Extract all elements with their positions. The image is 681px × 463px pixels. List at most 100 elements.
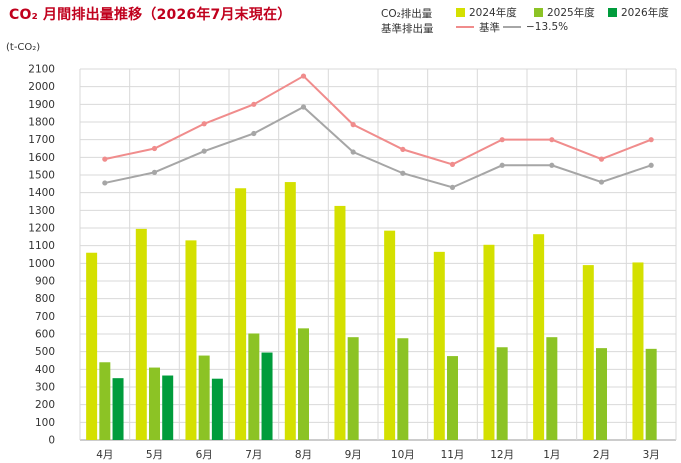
bar-2024年度-2月 bbox=[582, 265, 594, 440]
y-tick-label: 700 bbox=[35, 311, 55, 323]
x-tick-label: 1月 bbox=[543, 449, 560, 461]
legend-label-2025: 2025年度 bbox=[547, 6, 595, 19]
point-−13.5%-2月 bbox=[598, 179, 605, 185]
x-tick-label: 8月 bbox=[295, 449, 312, 461]
bar-2025年度-8月 bbox=[298, 328, 309, 440]
bar-2024年度-12月 bbox=[483, 244, 495, 440]
legend-item-2025: 2025年度 bbox=[534, 5, 595, 19]
y-tick-label: 300 bbox=[35, 382, 55, 394]
x-tick-label: 3月 bbox=[643, 449, 660, 461]
point-−13.5%-10月 bbox=[400, 170, 406, 176]
bar-2025年度-1月 bbox=[546, 337, 558, 440]
x-tick-label: 6月 bbox=[196, 449, 213, 461]
point-基準-1月 bbox=[549, 137, 555, 143]
bar-2024年度-5月 bbox=[135, 228, 147, 440]
bar-2024年度-10月 bbox=[384, 230, 396, 440]
point-−13.5%-12月 bbox=[499, 162, 505, 168]
y-tick-label: 2100 bbox=[28, 64, 55, 76]
point-−13.5%-7月 bbox=[251, 130, 257, 137]
y-tick-label: 1400 bbox=[28, 187, 55, 199]
bar-2024年度-4月 bbox=[86, 252, 98, 440]
legend-label-baseline: 基準 bbox=[479, 21, 500, 34]
legend-label-2024: 2024年度 bbox=[469, 6, 517, 19]
chart-title: CO₂ 月間排出量推移（2026年7月末現在） bbox=[9, 7, 292, 23]
y-tick-label: 2000 bbox=[28, 81, 55, 93]
bar-2024年度-11月 bbox=[433, 251, 445, 440]
y-axis-unit-label: (t-CO₂) bbox=[6, 42, 41, 53]
legend-line-minus135 bbox=[503, 26, 521, 28]
point-基準-3月 bbox=[648, 137, 654, 143]
legend-line-baseline bbox=[456, 26, 474, 28]
x-tick-label: 10月 bbox=[391, 449, 415, 461]
y-tick-label: 1100 bbox=[28, 240, 55, 252]
y-tick-label: 1300 bbox=[28, 205, 55, 217]
bar-2026年度-6月 bbox=[211, 378, 223, 440]
x-tick-label: 12月 bbox=[490, 449, 514, 461]
point-−13.5%-3月 bbox=[648, 162, 654, 168]
legend-item-2026: 2026年度 bbox=[608, 5, 669, 19]
y-tick-label: 500 bbox=[35, 346, 55, 358]
bar-2024年度-3月 bbox=[632, 262, 644, 440]
y-tick-label: 400 bbox=[35, 364, 55, 376]
x-axis: 4月 5月 6月 7月 8月 9月 10月 11月 12月 1月 2月 3月 bbox=[96, 449, 660, 461]
point-−13.5%-9月 bbox=[350, 149, 356, 155]
point-−13.5%-8月 bbox=[300, 104, 307, 110]
y-tick-label: 600 bbox=[35, 329, 55, 341]
y-tick-label: 900 bbox=[35, 276, 55, 288]
point-−13.5%-1月 bbox=[549, 162, 555, 168]
y-tick-label: 1900 bbox=[28, 99, 55, 111]
bar-2025年度-10月 bbox=[397, 338, 409, 440]
point-基準-2月 bbox=[598, 156, 605, 162]
point-−13.5%-5月 bbox=[151, 169, 158, 175]
bar-2024年度-9月 bbox=[334, 205, 346, 440]
legend-label-minus135: −13.5% bbox=[526, 21, 569, 33]
point-基準-5月 bbox=[151, 145, 158, 152]
y-tick-label: 1000 bbox=[28, 258, 55, 270]
y-tick-label: 0 bbox=[48, 435, 55, 447]
bar-2026年度-4月 bbox=[112, 378, 124, 440]
y-tick-label: 1200 bbox=[28, 223, 55, 235]
bar-2025年度-9月 bbox=[347, 337, 359, 440]
line-−13.5% bbox=[104, 105, 652, 189]
legend-group-baseline: 基準排出量 bbox=[381, 23, 434, 35]
bar-2025年度-12月 bbox=[496, 347, 508, 440]
bar-2024年度-8月 bbox=[284, 182, 296, 441]
y-tick-label: 1500 bbox=[28, 170, 55, 182]
line-基準 bbox=[104, 74, 652, 166]
y-tick-label: 1600 bbox=[28, 152, 55, 164]
point-−13.5%-4月 bbox=[102, 180, 108, 186]
bar-2025年度-7月 bbox=[248, 333, 260, 440]
point-基準-12月 bbox=[499, 137, 505, 143]
point-基準-11月 bbox=[449, 161, 456, 167]
line-marks bbox=[102, 73, 654, 190]
bar-2025年度-4月 bbox=[99, 362, 111, 440]
bar-2026年度-7月 bbox=[261, 352, 273, 440]
point-基準-10月 bbox=[400, 146, 406, 152]
y-tick-label: 200 bbox=[35, 399, 55, 411]
point-基準-8月 bbox=[300, 73, 307, 79]
y-tick-label: 1800 bbox=[28, 117, 55, 129]
point-−13.5%-6月 bbox=[201, 148, 207, 154]
bar-2025年度-5月 bbox=[149, 367, 160, 440]
legend-item-baseline: 基準 bbox=[456, 20, 500, 34]
x-tick-label: 9月 bbox=[345, 449, 362, 461]
point-−13.5%-11月 bbox=[449, 184, 456, 190]
legend-swatch-2025 bbox=[534, 7, 543, 17]
bar-2026年度-5月 bbox=[162, 375, 174, 440]
bar-2024年度-1月 bbox=[533, 234, 545, 440]
legend-swatch-2026 bbox=[608, 7, 617, 17]
y-tick-label: 800 bbox=[35, 293, 55, 305]
y-axis: 0 100 200 300 400 500 600 700 800 900 1000 1100 1200… bbox=[28, 64, 55, 447]
bar-2025年度-11月 bbox=[447, 356, 458, 440]
legend-item-minus135: −13.5% bbox=[503, 20, 568, 34]
point-基準-9月 bbox=[350, 122, 356, 128]
y-tick-label: 1700 bbox=[28, 134, 55, 146]
point-基準-7月 bbox=[251, 101, 257, 107]
bar-marks bbox=[86, 182, 657, 441]
x-tick-label: 2月 bbox=[593, 449, 610, 461]
bar-2024年度-7月 bbox=[235, 188, 247, 440]
point-基準-6月 bbox=[201, 121, 207, 127]
x-tick-label: 5月 bbox=[146, 449, 163, 461]
bar-2025年度-3月 bbox=[645, 348, 657, 440]
